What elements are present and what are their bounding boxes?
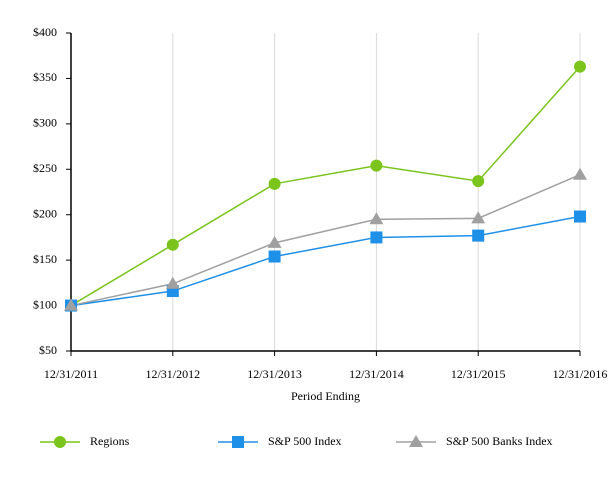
marker [574,60,586,73]
marker [64,298,78,311]
marker [573,167,587,180]
marker [267,235,282,248]
y-tick-label: $250 [33,161,57,175]
marker [166,238,179,251]
y-tick-label: $350 [33,70,57,84]
marker [471,211,486,224]
y-tick-label: $150 [33,252,57,266]
y-tick-label: $400 [33,25,57,39]
marker [369,212,384,225]
series-line [70,215,581,307]
marker [370,159,383,172]
legend-marker [232,436,244,448]
marker [268,250,281,263]
x-tick-label: 12/31/2014 [349,367,404,381]
marker [472,229,485,242]
marker [574,210,586,223]
y-tick-label: $200 [33,206,57,220]
series-line [70,66,581,307]
x-tick-label: 12/31/2015 [451,367,506,381]
marker [268,177,281,190]
y-tick-label: $100 [33,297,57,311]
legend-marker [409,435,423,447]
marker [472,175,485,188]
x-axis-title: Period Ending [291,389,360,403]
series-line [70,174,581,307]
x-tick-label: 12/31/2016 [553,367,608,381]
legend-label: S&P 500 Index [268,434,342,448]
y-tick-label: $50 [39,343,57,357]
x-tick-label: 12/31/2011 [44,367,98,381]
marker [165,276,180,289]
legend-label: Regions [90,434,130,448]
x-tick-label: 12/31/2013 [247,367,302,381]
marker [370,231,383,244]
legend-label: S&P 500 Banks Index [446,434,553,448]
legend-marker [54,436,66,448]
y-tick-label: $300 [33,116,57,130]
x-tick-label: 12/31/2012 [145,367,200,381]
